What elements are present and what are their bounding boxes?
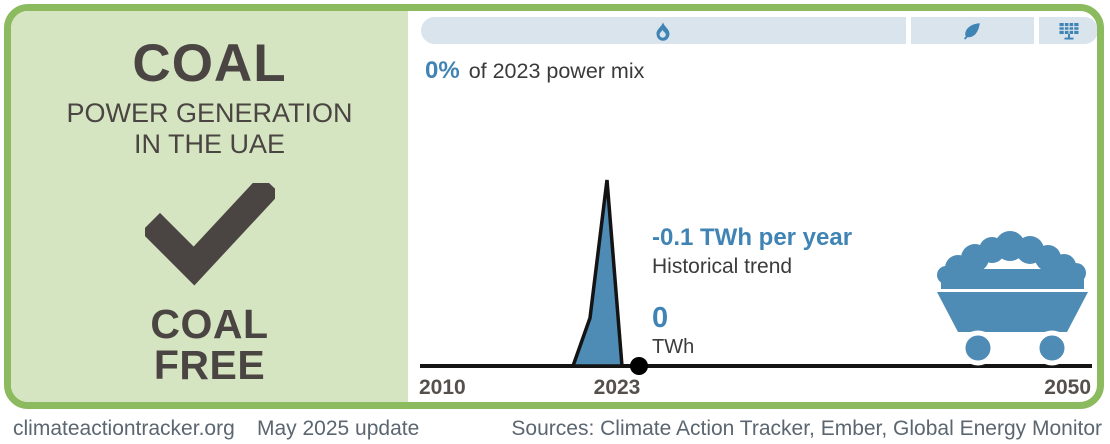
historical-trend-annotation: -0.1 TWh per year Historical trend bbox=[652, 224, 852, 279]
status-badge: COAL FREE bbox=[11, 304, 408, 386]
power-mix-label: 0% of 2023 power mix bbox=[425, 57, 644, 85]
status-line-1: COAL bbox=[150, 301, 269, 347]
power-mix-segment bbox=[421, 17, 906, 44]
flame-icon bbox=[656, 20, 670, 41]
current-value: 0 bbox=[652, 302, 669, 334]
x-tick-2023: 2023 bbox=[593, 376, 641, 399]
trend-label: Historical trend bbox=[652, 255, 793, 278]
subtitle-line-2: IN THE UAE bbox=[133, 129, 286, 159]
power-mix-segment bbox=[1039, 17, 1097, 44]
left-panel: COAL POWER GENERATION IN THE UAE COAL FR… bbox=[11, 11, 408, 402]
coal-generation-chart bbox=[420, 179, 1092, 375]
coal-spike-area bbox=[570, 179, 624, 368]
x-tick-2050: 2050 bbox=[1044, 376, 1091, 399]
trend-value: -0.1 TWh per year bbox=[652, 224, 853, 251]
power-mix-value: 0% bbox=[425, 57, 460, 84]
footer-update-date: May 2025 update bbox=[257, 417, 420, 440]
coal-cart-icon bbox=[937, 231, 1088, 366]
current-value-annotation: 0 TWh bbox=[652, 303, 694, 359]
status-line-2: FREE bbox=[153, 342, 266, 388]
power-mix-bar bbox=[421, 17, 1097, 44]
subtitle-line-1: POWER GENERATION bbox=[66, 98, 353, 128]
solar-panel-icon bbox=[1059, 22, 1079, 39]
x-tick-2010: 2010 bbox=[419, 376, 466, 399]
page-title: COAL bbox=[132, 34, 287, 93]
footer-site-url: climateactiontracker.org bbox=[13, 417, 235, 440]
power-mix-text: of 2023 power mix bbox=[468, 59, 645, 83]
current-unit: TWh bbox=[652, 336, 695, 358]
leaf-icon bbox=[964, 22, 981, 40]
footer: climateactiontracker.org May 2025 update… bbox=[0, 414, 1110, 444]
footer-sources: Sources: Climate Action Tracker, Ember, … bbox=[511, 417, 1102, 440]
infographic-card: COAL POWER GENERATION IN THE UAE COAL FR… bbox=[4, 4, 1104, 409]
subtitle: POWER GENERATION IN THE UAE bbox=[11, 98, 408, 160]
current-value-dot bbox=[630, 357, 648, 375]
checkmark-icon bbox=[140, 174, 281, 292]
power-mix-segment bbox=[910, 17, 1035, 44]
